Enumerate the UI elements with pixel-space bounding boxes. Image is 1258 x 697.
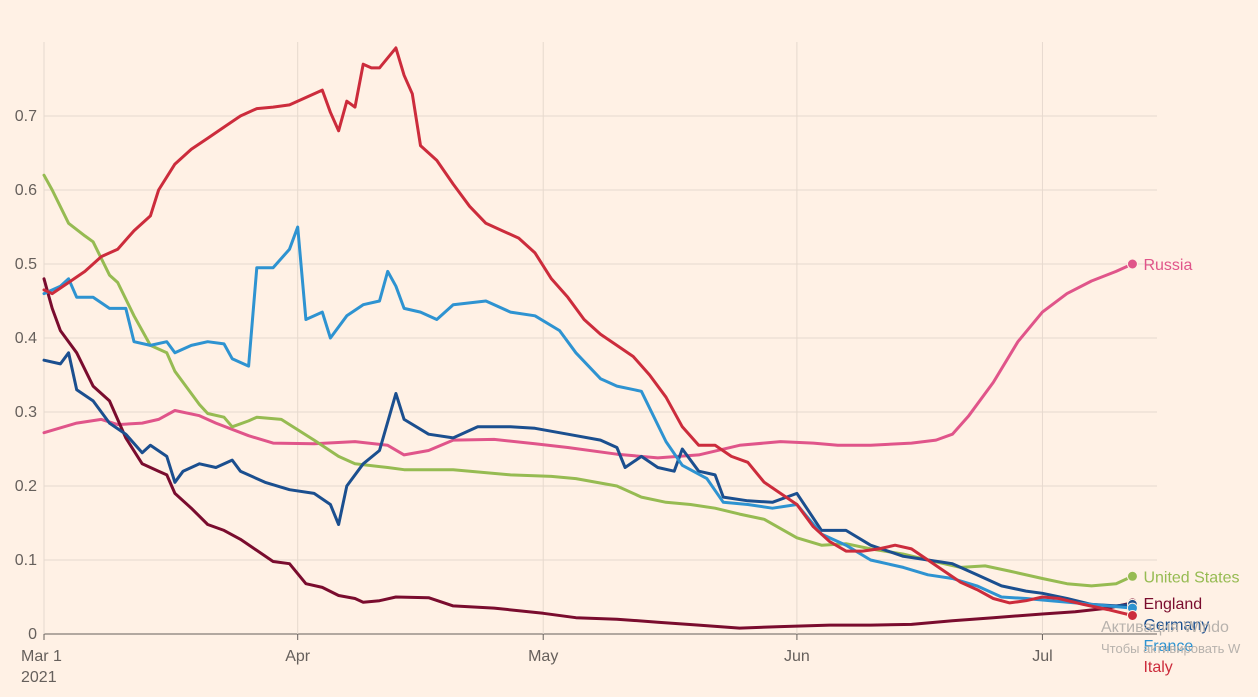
series-end-dot-italy — [1126, 610, 1138, 621]
series-label-france: France — [1143, 638, 1193, 655]
x-tick-label: Jul — [1032, 648, 1052, 665]
series-label-england: England — [1143, 596, 1202, 613]
watermark-title: Активация Windo — [1101, 619, 1229, 636]
series-end-dot-russia — [1126, 258, 1138, 270]
y-tick-label: 0.4 — [15, 330, 37, 347]
series-line-italy — [42, 46, 1134, 617]
x-tick-sublabel: 2021 — [21, 669, 57, 686]
series-line-germany — [42, 351, 1134, 608]
series-label-russia: Russia — [1143, 257, 1192, 274]
series-line-england — [42, 277, 1134, 630]
x-tick-label: Mar 1 — [21, 648, 62, 665]
x-tick-label: May — [528, 648, 558, 665]
gridlines — [43, 42, 1157, 635]
y-tick-label: 0.6 — [15, 182, 37, 199]
x-axis: Mar 1 2021 Apr May Jun Jul — [21, 634, 1053, 686]
x-tick-label: Jun — [784, 648, 810, 665]
series-label-italy: Italy — [1143, 659, 1172, 676]
y-tick-label: 0.2 — [15, 478, 37, 495]
series-line-france — [42, 225, 1134, 610]
series-labels: Russia United States England Germany France I… — [1126, 257, 1240, 676]
series-line-russia — [42, 262, 1134, 460]
watermark-subtitle: Чтобы активировать W — [1101, 641, 1241, 656]
y-tick-label: 0.1 — [15, 552, 37, 569]
series-end-dot-united-states — [1126, 570, 1138, 582]
windows-activation-watermark: Активация Windo Чтобы активировать W — [1101, 619, 1241, 656]
y-tick-label: 0.3 — [15, 404, 37, 421]
y-axis: 0 0.1 0.2 0.3 0.4 0.5 0.6 0.7 — [15, 108, 37, 643]
series-label-germany: Germany — [1143, 617, 1209, 634]
y-tick-label: 0 — [28, 626, 37, 643]
series-label-united-states: United States — [1143, 569, 1239, 586]
series-lines — [42, 46, 1134, 630]
x-tick-label: Apr — [285, 648, 311, 665]
y-tick-label: 0.7 — [15, 108, 37, 125]
y-tick-label: 0.5 — [15, 256, 37, 273]
